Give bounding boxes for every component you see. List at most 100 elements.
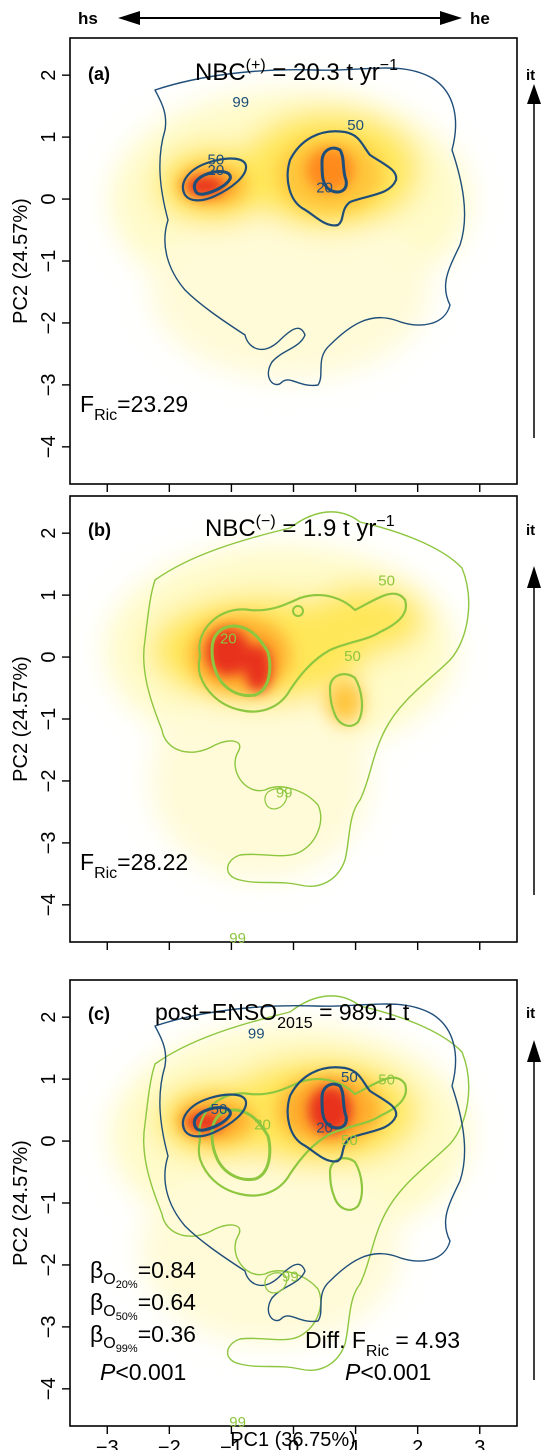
- panel-c-xtick-label: 1: [350, 1437, 361, 1450]
- panel-b-title-value: = 1.9 t yr: [276, 515, 377, 542]
- panel-c-density-base: [110, 1025, 470, 1345]
- panel-c-title-main: post−ENSO: [155, 999, 277, 1025]
- panel-a-ytick-label: 0: [38, 193, 60, 204]
- panel-b-title-main: NBC: [205, 515, 256, 542]
- panel-b-title: NBC(−) = 1.9 t yr−1: [205, 513, 395, 542]
- panel-b-ytick-label: −4: [38, 893, 60, 916]
- panel-a-ytick-label: 1: [38, 132, 60, 143]
- panel-c-ytick-label: −2: [38, 1254, 60, 1277]
- panel-a-title-value: = 20.3 t yr: [266, 59, 380, 86]
- contour-label: 20: [254, 1117, 271, 1134]
- diff-fric-sub: Ric: [366, 1343, 389, 1360]
- panel-b-contour-99: [142, 511, 470, 887]
- panel-a-contours: [154, 67, 466, 387]
- panel-c-xtick-label: 3: [474, 1437, 485, 1450]
- panel-c-ytick-label: 1: [38, 1074, 60, 1085]
- panel-c-contour-blue-50-right: [286, 1066, 398, 1163]
- panel-b-density: [105, 545, 455, 880]
- contour-label: 50: [208, 152, 225, 169]
- panel-c-contour-99-green: [142, 995, 470, 1371]
- panel-a-title: NBC(+) = 20.3 t yr−1: [195, 57, 398, 86]
- panel-c-contour-green-20: [210, 1108, 272, 1182]
- header-right-label: he: [470, 9, 490, 28]
- panel-b-contour-50-right: [328, 673, 364, 727]
- contour-label: 50: [341, 1069, 358, 1086]
- contour-label: 50: [347, 117, 364, 134]
- panel-c-contour-green-50-right: [328, 1157, 364, 1211]
- panel-c-contour-blue-20-left: [192, 1106, 232, 1132]
- panel-a-contour-99: [154, 67, 466, 387]
- overlap-stat-99: βO99%=0.36: [90, 1321, 196, 1355]
- panel-c-side-arrow: it: [526, 1005, 541, 1380]
- panel-c-ytick-label: −4: [38, 1377, 60, 1400]
- panel-b-tag: (b): [88, 520, 111, 540]
- contour-label: 20: [208, 162, 225, 179]
- contour-label: 20: [316, 179, 333, 196]
- overlap-stat-20-sub: 20%: [116, 1279, 138, 1291]
- panel-a-ytick-label: 2: [38, 70, 60, 81]
- panel-a-side-arrow: it: [526, 67, 541, 438]
- overlap-stat-50-value: =0.64: [138, 1289, 196, 1315]
- panel-a-contour-20-right: [320, 146, 348, 194]
- panel-c-contour-blue-50-left: [182, 1093, 248, 1138]
- panel-c-ytick-label: −3: [38, 1315, 60, 1338]
- diff-fric: Diff. FRic = 4.93: [305, 1327, 460, 1360]
- panel-b-density-base: [105, 545, 455, 880]
- panel-c-density: [110, 1025, 470, 1345]
- panel-b-side-label: it: [526, 522, 535, 539]
- panel-b-ytick-label: −2: [38, 770, 60, 793]
- overlap-p-rest: <0.001: [115, 1359, 186, 1385]
- panel-c-yaxis: 2 1 0 −1 −2 −3 −4: [38, 1012, 70, 1400]
- panel-c-ytick-label: 0: [38, 1135, 60, 1146]
- panel-a-contour-50-left: [182, 157, 248, 202]
- diff-fric-label: Diff. F: [305, 1327, 366, 1353]
- panel-c-xlabel: PC1 (36.75%): [230, 1429, 356, 1450]
- panel-a-ytick-label: −4: [38, 435, 60, 458]
- panel-c-contour-green-50-main: [197, 1076, 408, 1197]
- contour-label: 99: [229, 1414, 246, 1431]
- contour-label: 50: [211, 1101, 228, 1118]
- panel-c-contour-green-99-inner: [264, 1272, 288, 1294]
- contour-label: 50: [344, 648, 361, 665]
- panel-b-xaxis: [106, 942, 481, 950]
- panel-c-xtick-label: 0: [288, 1437, 299, 1450]
- contour-label: 50: [341, 1132, 358, 1149]
- overlap-p-value: P<0.001: [100, 1359, 186, 1385]
- panel-c-title-value: = 989.1 t: [313, 999, 410, 1025]
- panel-a-fric-sub: Ric: [94, 407, 117, 424]
- panel-c-diff-stats: Diff. FRic = 4.93 P<0.001: [305, 1327, 460, 1385]
- contour-label: 20: [316, 1120, 333, 1137]
- overlap-stat-99-sub: 99%: [116, 1343, 138, 1355]
- contour-label: 20: [220, 631, 237, 648]
- diff-p-letter: P: [345, 1359, 361, 1385]
- panel-b-ytick-label: −3: [38, 831, 60, 854]
- contour-label: 99: [229, 930, 246, 947]
- panel-a-title-sup: (+): [246, 57, 266, 74]
- panel-b-ytick-label: −1: [38, 708, 60, 731]
- panel-c-title: post−ENSO2015 = 989.1 t: [155, 999, 410, 1032]
- panel-b-fric-main: F: [80, 849, 94, 875]
- panel-c-xaxis: −3 −2 −1 0 1 2 3: [96, 1426, 485, 1450]
- diff-fric-value: = 4.93: [389, 1327, 460, 1353]
- panel-b-density-hot: [206, 628, 272, 692]
- panel-a-fric-main: F: [80, 391, 94, 417]
- panel-a-title-main: NBC: [195, 59, 246, 86]
- panel-b-ylabel: PC2 (24.57%): [10, 656, 32, 782]
- panel-c-xtick-label: −3: [96, 1437, 119, 1450]
- panel-c-ytick-label: −1: [38, 1192, 60, 1215]
- panel-a-density: [110, 90, 470, 380]
- panel-a-title-exp: −1: [380, 57, 398, 74]
- panel-a-xaxis: [106, 484, 481, 492]
- contour-label: 99: [282, 1268, 299, 1285]
- panel-c-xtick-label: −1: [220, 1437, 243, 1450]
- panel-a-fric: FRic=23.29: [80, 391, 188, 424]
- panel-b-contour-20: [210, 624, 272, 698]
- panel-b-contour-99-inner: [264, 788, 288, 810]
- panel-c-contour-blue-20-right: [320, 1082, 348, 1130]
- contour-label: 99: [232, 94, 249, 111]
- contour-label: 50: [378, 572, 395, 589]
- panel-c-side-label: it: [526, 1005, 535, 1022]
